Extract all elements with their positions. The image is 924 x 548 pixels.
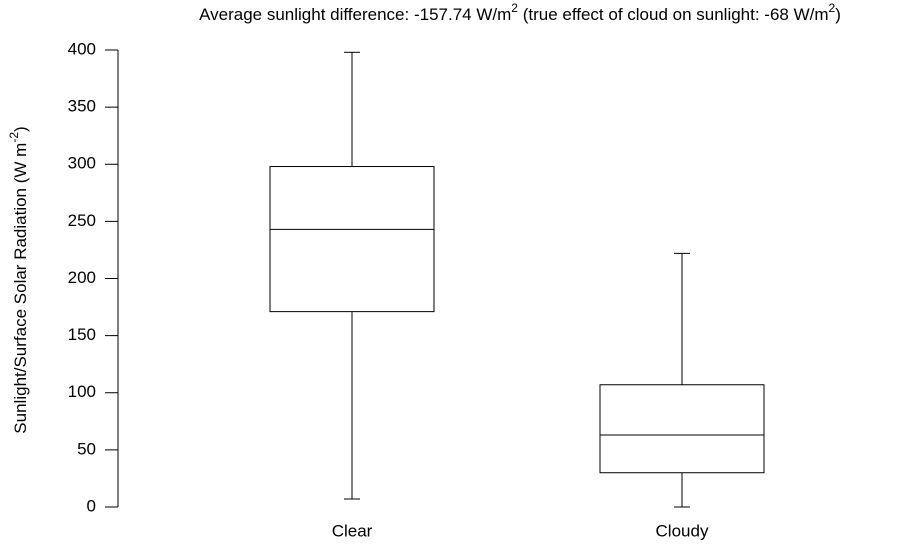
y-tick-label: 50 [77, 439, 96, 458]
x-tick-label: Clear [332, 521, 373, 540]
y-tick-label: 100 [68, 382, 96, 401]
text-part: Average sunlight difference: -157.74 W/m [199, 5, 511, 24]
x-tick-label: Cloudy [656, 521, 709, 540]
y-tick-label: 350 [68, 97, 96, 116]
superscript: 2 [511, 1, 518, 15]
superscript: 2 [829, 1, 836, 15]
y-tick-label: 150 [68, 325, 96, 344]
text-part: ) [835, 5, 841, 24]
y-tick-label: 400 [68, 39, 96, 58]
superscript: -2 [7, 132, 21, 143]
y-tick-label: 300 [68, 154, 96, 173]
text-part: (true effect of cloud on sunlight: -68 W… [518, 5, 829, 24]
box [599, 384, 765, 474]
y-tick-label: 250 [68, 211, 96, 230]
text-part: ) [11, 126, 30, 132]
box [269, 166, 435, 313]
y-tick-label: 0 [87, 496, 96, 515]
y-tick-label: 200 [68, 268, 96, 287]
text-part: Sunlight/Surface Solar Radiation (W m [11, 143, 30, 434]
chart-title: Average sunlight difference: -157.74 W/m… [199, 1, 841, 24]
y-axis-label: Sunlight/Surface Solar Radiation (W m-2) [7, 126, 30, 433]
